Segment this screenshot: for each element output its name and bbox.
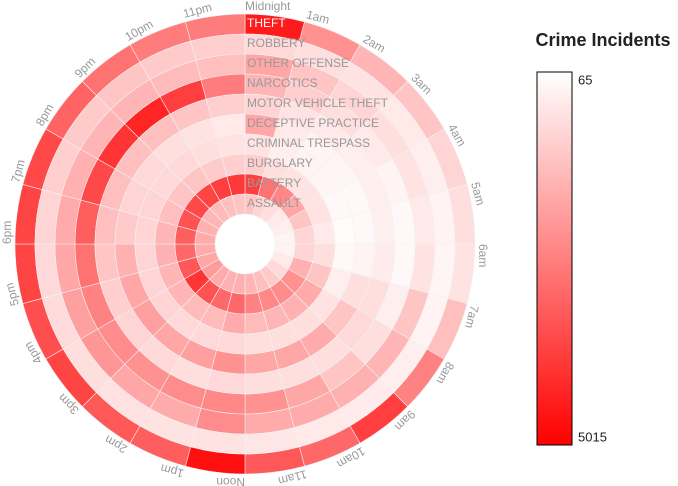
ring-label: DECEPTIVE PRACTICE xyxy=(247,116,379,130)
heatmap xyxy=(14,13,476,475)
ring-label: MOTOR VEHICLE THEFT xyxy=(247,96,389,110)
hour-label: Noon xyxy=(216,475,245,486)
hour-label: 1am xyxy=(305,7,331,27)
cell xyxy=(331,215,356,245)
hour-label: 5am xyxy=(468,181,488,207)
ring-label: ROBBERY xyxy=(247,36,305,50)
hour-label: 7am xyxy=(462,304,482,330)
colorbar-tick-label: 5015 xyxy=(578,429,607,444)
ring-label: NARCOTICS xyxy=(247,76,318,90)
colorbar xyxy=(536,71,573,446)
legend-title: Crime Incidents xyxy=(535,30,670,50)
hour-label: 1pm xyxy=(159,461,185,481)
ring-label: CRIMINAL TRESPASS xyxy=(247,136,370,150)
hour-label: 6am xyxy=(476,244,490,267)
cell xyxy=(231,193,246,216)
ring-label: ASSAULT xyxy=(247,196,301,210)
colorbar-tick-label: 65 xyxy=(578,72,592,87)
ring-label: OTHER OFFENSE xyxy=(247,56,349,70)
hour-label: Midnight xyxy=(245,0,291,13)
ring-label: THEFT xyxy=(247,16,286,30)
ring-label: BURGLARY xyxy=(247,156,313,170)
cell xyxy=(244,330,274,355)
cell xyxy=(134,243,159,273)
cell xyxy=(216,133,246,158)
hour-label: 7pm xyxy=(8,158,28,184)
hour-label: 6pm xyxy=(0,221,14,244)
ring-label: BATTERY xyxy=(247,176,301,190)
hour-label: 5pm xyxy=(2,281,22,307)
